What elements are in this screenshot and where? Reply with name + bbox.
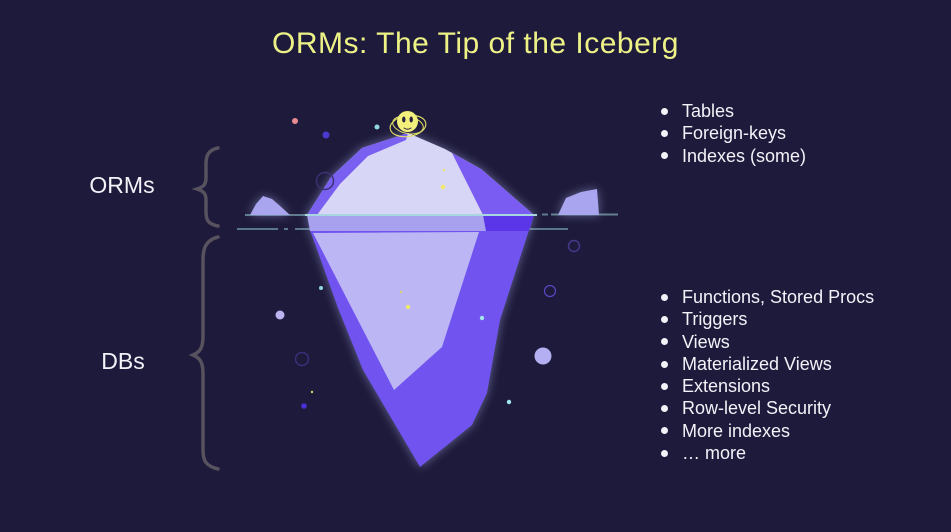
iceberg-submerged-band-dark — [483, 215, 534, 231]
list-item: … more — [661, 442, 874, 464]
iceberg-underwater-face — [313, 232, 479, 390]
list-item: More indexes — [661, 420, 874, 442]
curly-brace-icon — [188, 146, 220, 471]
list-item: Extensions — [661, 375, 874, 397]
iceberg-tip-right-facet — [452, 153, 534, 215]
db-feature-list: Functions, Stored Procs Triggers Views M… — [661, 286, 874, 464]
list-item: Foreign-keys — [661, 122, 806, 144]
list-item: Functions, Stored Procs — [661, 286, 874, 308]
iceberg-submerged-band — [307, 215, 534, 231]
small-iceberg-left — [250, 196, 290, 215]
orms-brace — [191, 146, 220, 228]
dbs-brace — [188, 235, 220, 471]
smiley-face-icon — [389, 111, 427, 138]
iceberg-tip-left-band — [307, 133, 408, 215]
list-item: Tables — [661, 100, 806, 122]
small-iceberg-right — [558, 189, 599, 215]
list-item: Indexes (some) — [661, 145, 806, 167]
iceberg — [250, 133, 599, 467]
list-item: Materialized Views — [661, 353, 874, 375]
list-item: Row-level Security — [661, 397, 874, 419]
page-title: ORMs: The Tip of the Iceberg — [272, 27, 679, 60]
dbs-label: DBs — [101, 348, 145, 374]
list-item: Triggers — [661, 308, 874, 330]
orm-feature-list: Tables Foreign-keys Indexes (some) — [661, 100, 806, 167]
decorative-dots — [275, 118, 581, 409]
list-item: Views — [661, 331, 874, 353]
orms-label: ORMs — [89, 172, 155, 198]
